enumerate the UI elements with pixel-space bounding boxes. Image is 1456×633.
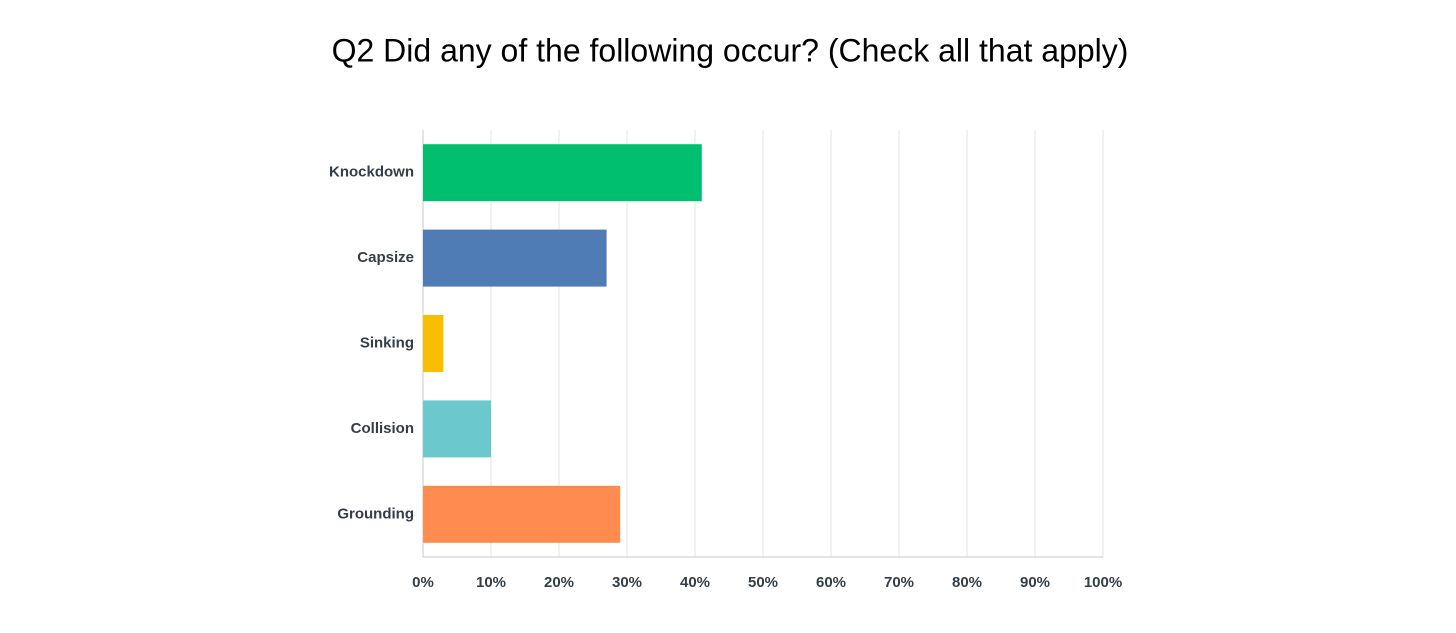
x-tick-label: 10%: [476, 574, 506, 591]
x-tick-label: 100%: [1084, 574, 1122, 591]
bar: [423, 400, 491, 458]
x-tick-label: 90%: [1020, 574, 1050, 591]
y-tick-label: Collision: [351, 420, 414, 437]
x-tick-label: 70%: [884, 574, 914, 591]
y-tick-label: Capsize: [357, 249, 414, 266]
x-tick-label: 30%: [612, 574, 642, 591]
x-tick-label: 40%: [680, 574, 710, 591]
bar: [423, 485, 621, 543]
chart-title: Q2 Did any of the following occur? (Chec…: [332, 32, 1129, 68]
x-tick-label: 50%: [748, 574, 778, 591]
bar: [423, 229, 607, 287]
x-tick-label: 0%: [412, 574, 434, 591]
x-tick-label: 20%: [544, 574, 574, 591]
x-tick-label: 80%: [952, 574, 982, 591]
y-tick-label: Sinking: [360, 334, 414, 351]
y-tick-label: Knockdown: [329, 164, 414, 181]
bar: [423, 315, 444, 372]
bar: [423, 144, 702, 202]
x-tick-label: 60%: [816, 574, 846, 591]
y-tick-label: Grounding: [337, 505, 414, 522]
